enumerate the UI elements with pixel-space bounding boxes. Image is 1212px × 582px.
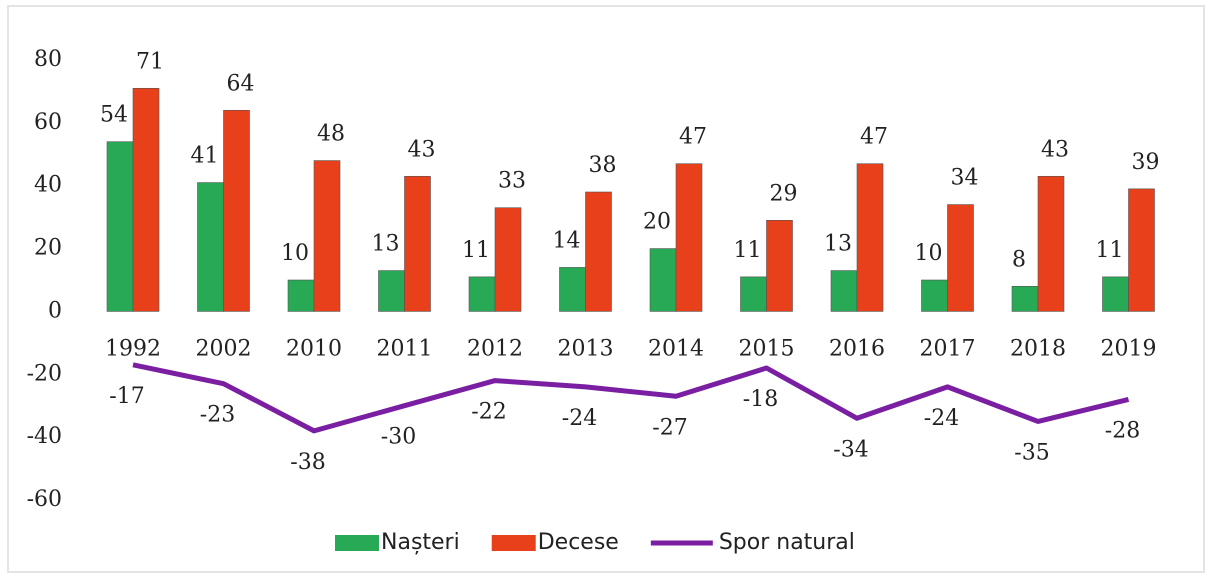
- data-label: -24: [924, 406, 959, 431]
- data-label: 11: [1096, 238, 1124, 263]
- data-label: 11: [462, 238, 490, 263]
- data-label: 13: [824, 232, 852, 257]
- bar: [1011, 285, 1039, 312]
- y-tick-label: 0: [48, 298, 62, 323]
- data-label: 54: [100, 103, 128, 128]
- legend-label: Spor natural: [719, 530, 855, 555]
- data-label: -17: [109, 384, 144, 409]
- bar: [559, 267, 586, 312]
- data-label: 33: [498, 169, 526, 194]
- x-tick-label: 2010: [286, 336, 342, 361]
- data-label: -28: [1105, 418, 1140, 443]
- bar: [740, 276, 767, 312]
- data-label: 38: [589, 153, 617, 178]
- data-label: -35: [1014, 440, 1049, 465]
- data-label: -23: [200, 403, 235, 428]
- legend-label: Nașteri: [381, 530, 460, 555]
- x-tick-label: 2002: [196, 336, 252, 361]
- data-label: 10: [281, 241, 309, 266]
- data-label: -24: [562, 406, 597, 431]
- bar: [830, 270, 858, 312]
- data-label: 64: [227, 71, 255, 96]
- bar: [675, 163, 703, 312]
- data-label: 8: [1012, 247, 1026, 272]
- bar: [766, 219, 793, 312]
- x-tick-label: 2017: [920, 336, 976, 361]
- bar: [106, 141, 134, 312]
- y-tick-label: 40: [34, 173, 62, 198]
- data-label: 43: [1041, 137, 1069, 162]
- bar: [585, 191, 612, 312]
- legend-swatch: [335, 535, 379, 551]
- data-label: -27: [652, 415, 687, 440]
- y-tick-label: -60: [27, 487, 62, 512]
- x-tick-label: 2013: [558, 336, 614, 361]
- x-tick-label: 2014: [648, 336, 704, 361]
- bar: [378, 270, 405, 312]
- data-label: 20: [643, 210, 671, 235]
- bar: [313, 160, 341, 312]
- y-tick-label: -20: [27, 361, 62, 386]
- bar: [1037, 175, 1065, 312]
- data-label: 48: [317, 122, 345, 147]
- data-label: 11: [734, 238, 762, 263]
- data-label: 10: [915, 241, 943, 266]
- bar: [921, 279, 948, 312]
- data-label: -38: [290, 450, 325, 475]
- x-tick-label: 2015: [739, 336, 795, 361]
- data-label: -34: [833, 437, 868, 462]
- bar: [468, 276, 496, 312]
- data-label: 71: [136, 49, 164, 74]
- x-tick-label: 2012: [467, 336, 523, 361]
- line: [132, 362, 1130, 434]
- data-label: -18: [743, 387, 778, 412]
- x-tick-label: 2018: [1010, 336, 1066, 361]
- y-tick-label: 80: [34, 47, 62, 72]
- x-tick-label: 1992: [105, 336, 161, 361]
- data-label: 47: [860, 125, 888, 150]
- data-label: 29: [770, 181, 798, 206]
- data-label: 34: [951, 166, 979, 191]
- y-tick-label: 60: [34, 110, 62, 135]
- bar: [649, 248, 677, 312]
- data-label: -30: [381, 425, 416, 450]
- y-tick-label: -40: [27, 424, 62, 449]
- x-tick-label: 2019: [1101, 336, 1157, 361]
- bar: [947, 204, 974, 312]
- bar: [132, 87, 160, 312]
- x-tick-label: 2016: [829, 336, 885, 361]
- legend-swatch: [491, 535, 536, 551]
- bar: [1128, 188, 1155, 312]
- bar: [1102, 276, 1129, 312]
- data-label: 14: [553, 228, 581, 253]
- bar: [856, 163, 884, 312]
- data-label: -22: [471, 400, 506, 425]
- y-tick-label: 20: [34, 236, 62, 261]
- x-tick-label: 2011: [377, 336, 433, 361]
- legend-label: Decese: [538, 530, 619, 555]
- bar: [287, 279, 315, 312]
- data-label: 41: [191, 144, 219, 169]
- bar: [404, 175, 431, 312]
- bar: [197, 182, 224, 312]
- chart-border: [7, 5, 1205, 573]
- data-label: 43: [408, 137, 436, 162]
- bar: [494, 207, 522, 312]
- data-label: 47: [679, 125, 707, 150]
- data-label: 39: [1132, 150, 1160, 175]
- bar: [223, 109, 250, 312]
- data-label: 13: [372, 232, 400, 257]
